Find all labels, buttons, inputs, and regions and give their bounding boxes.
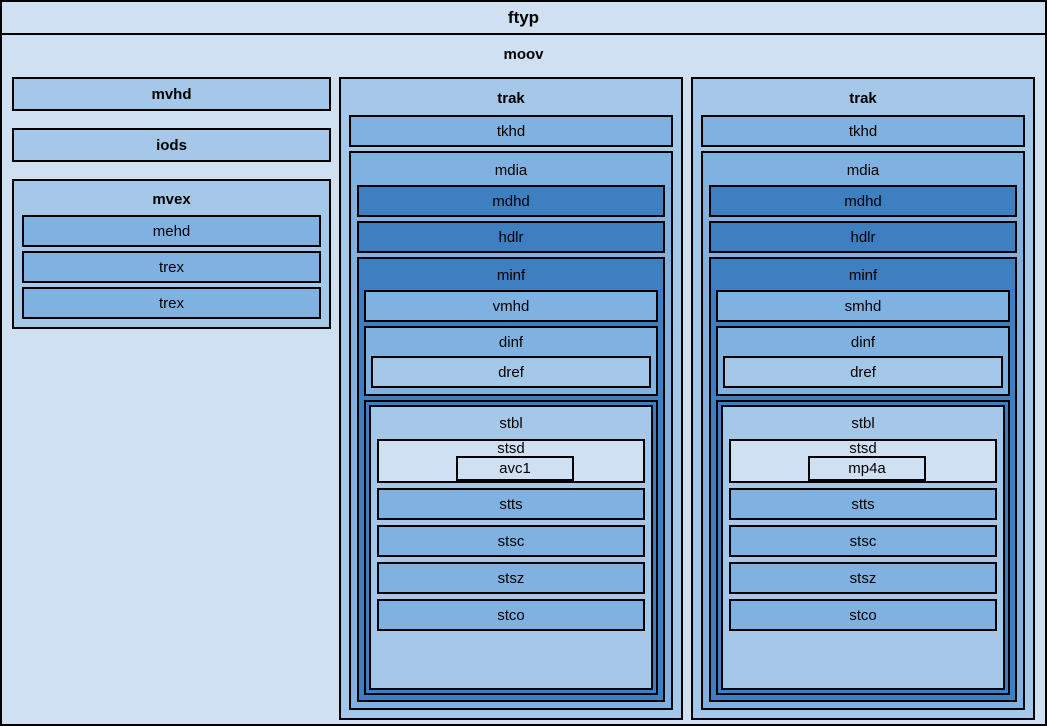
moov-left-column: mvhd iods mvex mehd trex trex bbox=[12, 77, 331, 720]
box-dref-video-label: dref bbox=[498, 363, 524, 381]
box-mehd-label: mehd bbox=[152, 222, 191, 240]
box-moov-label: moov bbox=[503, 46, 544, 63]
moov-columns: mvhd iods mvex mehd trex trex bbox=[12, 77, 1035, 720]
box-minf-video-label: minf bbox=[496, 267, 526, 284]
box-stbl-audio-label: stbl bbox=[851, 415, 875, 432]
box-tkhd-video-label: tkhd bbox=[496, 122, 526, 140]
box-stco-video-label: stco bbox=[497, 606, 525, 624]
box-trak-audio: trak tkhd mdia mdhd hdlr minf bbox=[691, 77, 1035, 720]
box-dref-audio-label: dref bbox=[850, 363, 876, 381]
box-dref-video: dref bbox=[371, 356, 651, 388]
box-minf-audio-label: minf bbox=[848, 267, 878, 284]
box-mdhd-audio: mdhd bbox=[709, 185, 1017, 217]
box-stsz-audio-label: stsz bbox=[849, 569, 877, 587]
box-hdlr-audio: hdlr bbox=[709, 221, 1017, 253]
box-trak-audio-label: trak bbox=[849, 90, 877, 107]
box-stsd-video: stsd avc1 bbox=[377, 439, 645, 483]
box-mdia-audio: mdia mdhd hdlr minf smhd dinf bbox=[701, 151, 1025, 710]
box-vmhd: vmhd bbox=[364, 290, 658, 322]
box-stco-audio-label: stco bbox=[849, 606, 877, 624]
box-mvhd: mvhd bbox=[12, 77, 331, 111]
box-dinf-video-label: dinf bbox=[498, 334, 524, 351]
box-stsz-audio: stsz bbox=[729, 562, 997, 594]
box-stsc-video-label: stsc bbox=[497, 532, 525, 550]
box-iods: iods bbox=[12, 128, 331, 162]
box-mdhd-video-label: mdhd bbox=[492, 192, 530, 210]
box-stbl-audio: stbl stsd mp4a stts bbox=[721, 405, 1005, 690]
box-stts-audio: stts bbox=[729, 488, 997, 520]
box-stbl-video-label: stbl bbox=[499, 415, 523, 432]
box-stsc-audio-label: stsc bbox=[849, 532, 877, 550]
box-stbl-wrapper-audio: stbl stsd mp4a stts bbox=[716, 400, 1010, 695]
box-ftyp: ftyp bbox=[2, 2, 1045, 35]
box-trex-1-label: trex bbox=[158, 258, 184, 276]
box-iods-label: iods bbox=[156, 136, 187, 154]
box-stbl-video: stbl stsd avc1 stts bbox=[369, 405, 653, 690]
box-hdlr-audio-label: hdlr bbox=[850, 228, 876, 246]
box-stbl-wrapper-video: stbl stsd avc1 stts bbox=[364, 400, 658, 695]
box-smhd: smhd bbox=[716, 290, 1010, 322]
box-mdhd-audio-label: mdhd bbox=[844, 192, 882, 210]
box-hdlr-video: hdlr bbox=[357, 221, 665, 253]
box-stsd-video-label: stsd bbox=[497, 440, 525, 457]
box-mdia-video: mdia mdhd hdlr minf vmhd dinf bbox=[349, 151, 673, 710]
box-trak-video: trak tkhd mdia mdhd hdlr minf bbox=[339, 77, 683, 720]
box-stsc-video: stsc bbox=[377, 525, 645, 557]
spacer bbox=[12, 111, 331, 128]
box-stsz-video: stsz bbox=[377, 562, 645, 594]
box-stts-video-label: stts bbox=[499, 495, 523, 513]
box-minf-audio: minf smhd dinf dref stbl bbox=[709, 257, 1017, 702]
box-codec-mp4a-label: mp4a bbox=[848, 460, 886, 477]
box-hdlr-video-label: hdlr bbox=[498, 228, 524, 246]
box-stsc-audio: stsc bbox=[729, 525, 997, 557]
box-trex-1: trex bbox=[22, 251, 321, 283]
box-mehd: mehd bbox=[22, 215, 321, 247]
spacer bbox=[12, 162, 331, 179]
box-stsd-audio: stsd mp4a bbox=[729, 439, 997, 483]
box-stsd-audio-label: stsd bbox=[849, 440, 877, 457]
box-codec-avc1-label: avc1 bbox=[499, 460, 531, 477]
box-trak-video-label: trak bbox=[497, 90, 525, 107]
box-dref-audio: dref bbox=[723, 356, 1003, 388]
box-tkhd-video: tkhd bbox=[349, 115, 673, 147]
box-stsz-video-label: stsz bbox=[497, 569, 525, 587]
box-dinf-audio: dinf dref bbox=[716, 326, 1010, 396]
box-mvex-label: mvex bbox=[152, 191, 191, 208]
box-smhd-label: smhd bbox=[844, 297, 882, 315]
box-tkhd-audio: tkhd bbox=[701, 115, 1025, 147]
box-trex-2-label: trex bbox=[158, 294, 184, 312]
box-stts-video: stts bbox=[377, 488, 645, 520]
box-stco-audio: stco bbox=[729, 599, 997, 631]
box-mdia-video-label: mdia bbox=[494, 162, 528, 179]
box-vmhd-label: vmhd bbox=[492, 297, 530, 315]
box-stts-audio-label: stts bbox=[851, 495, 875, 513]
box-trex-2: trex bbox=[22, 287, 321, 319]
box-moov: moov mvhd iods mvex mehd bbox=[2, 35, 1045, 724]
box-tkhd-audio-label: tkhd bbox=[848, 122, 878, 140]
box-mvhd-label: mvhd bbox=[151, 85, 192, 103]
box-mvex: mvex mehd trex trex bbox=[12, 179, 331, 329]
box-ftyp-label: ftyp bbox=[507, 8, 540, 27]
box-mdia-audio-label: mdia bbox=[846, 162, 880, 179]
box-codec-avc1: avc1 bbox=[456, 456, 574, 481]
box-dinf-audio-label: dinf bbox=[850, 334, 876, 351]
box-mdhd-video: mdhd bbox=[357, 185, 665, 217]
box-stco-video: stco bbox=[377, 599, 645, 631]
box-codec-mp4a: mp4a bbox=[808, 456, 926, 481]
box-dinf-video: dinf dref bbox=[364, 326, 658, 396]
box-minf-video: minf vmhd dinf dref stbl bbox=[357, 257, 665, 702]
